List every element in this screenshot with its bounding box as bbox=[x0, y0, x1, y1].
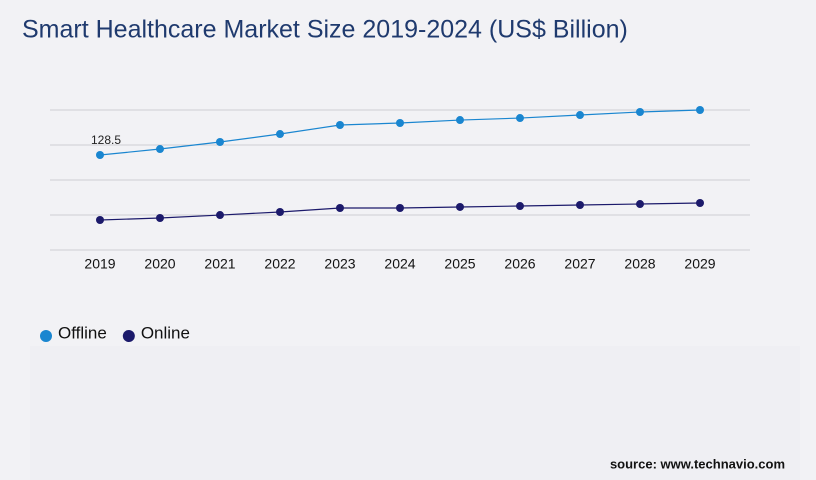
marker bbox=[276, 208, 284, 217]
x-tick-label: 2020 bbox=[144, 256, 175, 272]
line bbox=[99, 109, 701, 156]
x-tick-label: 2021 bbox=[204, 256, 235, 272]
grid bbox=[50, 109, 750, 251]
marker bbox=[96, 151, 104, 160]
lower-panel bbox=[30, 346, 800, 480]
chart-title: Smart Healthcare Market Size 2019-2024 (… bbox=[22, 16, 628, 44]
marker bbox=[396, 119, 404, 128]
marker bbox=[456, 116, 464, 125]
marker bbox=[216, 138, 224, 147]
x-tick-label: 2028 bbox=[624, 256, 655, 272]
legend-label: Online bbox=[141, 323, 190, 342]
marker bbox=[636, 200, 644, 209]
marker bbox=[636, 107, 644, 116]
legend-label: Offline bbox=[58, 323, 107, 342]
marker bbox=[96, 215, 104, 224]
legend-marker bbox=[40, 330, 52, 342]
marker bbox=[516, 202, 524, 211]
marker bbox=[456, 202, 464, 211]
marker bbox=[396, 204, 404, 213]
x-tick-label: 2023 bbox=[324, 256, 355, 272]
x-tick-label: 2025 bbox=[444, 256, 475, 272]
source: source: www.technavio.com bbox=[610, 456, 785, 471]
marker bbox=[336, 204, 344, 213]
marker bbox=[156, 213, 164, 222]
marker bbox=[216, 211, 224, 220]
data-label: 128.5 bbox=[91, 133, 121, 147]
marker bbox=[336, 121, 344, 130]
x-tick-label: 2024 bbox=[384, 256, 415, 272]
legend-marker bbox=[122, 330, 135, 342]
marker bbox=[276, 130, 284, 139]
marker bbox=[696, 198, 704, 207]
marker bbox=[516, 114, 524, 123]
marker bbox=[576, 111, 584, 120]
x-tick-label: 2022 bbox=[264, 256, 295, 272]
x-tick-label: 2027 bbox=[564, 256, 595, 272]
x-tick-label: 2026 bbox=[504, 256, 535, 272]
marker bbox=[576, 200, 584, 209]
marker bbox=[696, 106, 704, 114]
x-tick-label: 2029 bbox=[684, 256, 715, 272]
marker bbox=[156, 145, 164, 154]
x-tick-label: 2019 bbox=[84, 256, 115, 272]
